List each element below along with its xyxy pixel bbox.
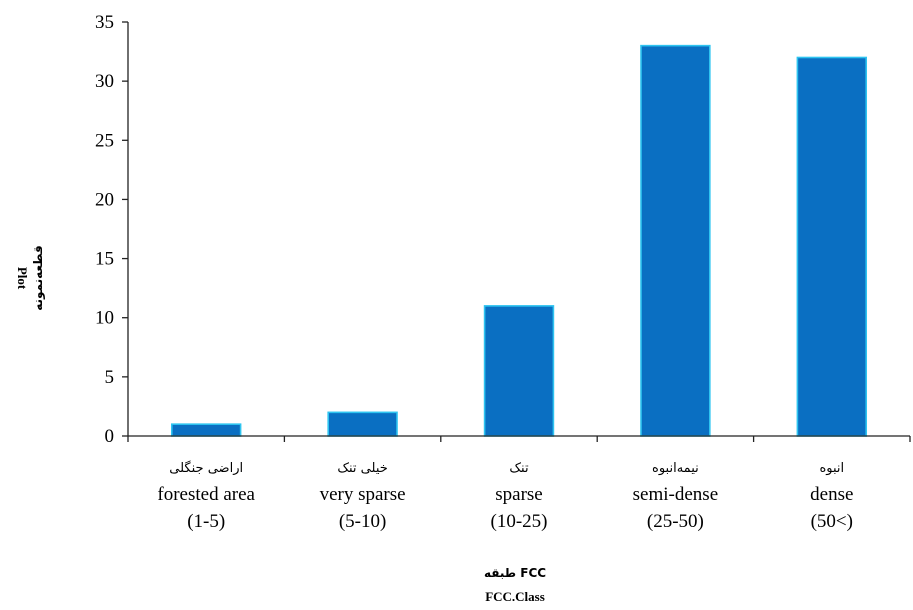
y-tick-label: 35: [95, 12, 114, 33]
y-tick-label: 5: [105, 367, 115, 388]
bars: [170, 44, 868, 437]
x-axis-ticks: [127, 436, 911, 442]
y-axis-title-en: Plot: [15, 267, 30, 290]
category-label: اراضی جنگلی forested area (1-5): [157, 460, 255, 532]
category-label-range: (1-5): [187, 511, 225, 532]
category-label-en: forested area: [157, 484, 255, 505]
category-label: نیمه‌انبوه semi-dense (25-50): [633, 461, 718, 532]
bar: [483, 305, 555, 437]
category-label-en: semi-dense: [633, 484, 718, 505]
y-axis-title-fa: قطعه‌نمونه: [31, 245, 46, 310]
bar: [640, 44, 711, 437]
y-tick-label: 25: [95, 130, 114, 151]
category-label-en: sparse: [495, 484, 542, 505]
bar: [170, 423, 242, 437]
y-tick-label: 10: [95, 308, 114, 329]
category-label-en: dense: [810, 484, 853, 505]
bar: [796, 56, 868, 437]
y-tick-label: 15: [95, 249, 114, 270]
category-label: خیلی تنک very sparse (5-10): [320, 461, 406, 532]
category-label-en: very sparse: [320, 484, 406, 505]
bar: [327, 411, 398, 437]
y-tick-label: 0: [105, 426, 115, 447]
category-label-fa: انبوه: [819, 461, 844, 476]
y-axis-title: Plot قطعه‌نمونه: [15, 245, 46, 310]
category-label-range: (50<): [811, 511, 853, 532]
category-label-fa: اراضی جنگلی: [169, 460, 243, 476]
category-label-range: (25-50): [647, 511, 704, 532]
x-axis-title-en: FCC.Class: [485, 589, 545, 604]
y-axis-ticks: 0 5 10 15 20 25 30 35: [95, 12, 128, 447]
category-label: تنک sparse (10-25): [491, 461, 548, 532]
x-category-labels: اراضی جنگلی forested area (1-5) خیلی تنک ver…: [157, 460, 853, 532]
category-label-range: (5-10): [339, 511, 386, 532]
y-tick-label: 30: [95, 71, 114, 92]
category-label-fa: تنک: [509, 461, 529, 476]
x-axis-title-fa: طبقه FCC: [484, 566, 546, 580]
y-tick-label: 20: [95, 189, 114, 210]
category-label-fa: خیلی تنک: [337, 461, 387, 476]
category-label-range: (10-25): [491, 511, 548, 532]
category-label-fa: نیمه‌انبوه: [652, 461, 699, 476]
category-label: انبوه dense (50<): [810, 461, 853, 532]
